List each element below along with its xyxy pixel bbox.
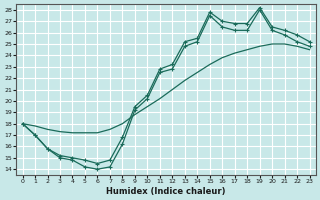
X-axis label: Humidex (Indice chaleur): Humidex (Indice chaleur)	[106, 187, 226, 196]
